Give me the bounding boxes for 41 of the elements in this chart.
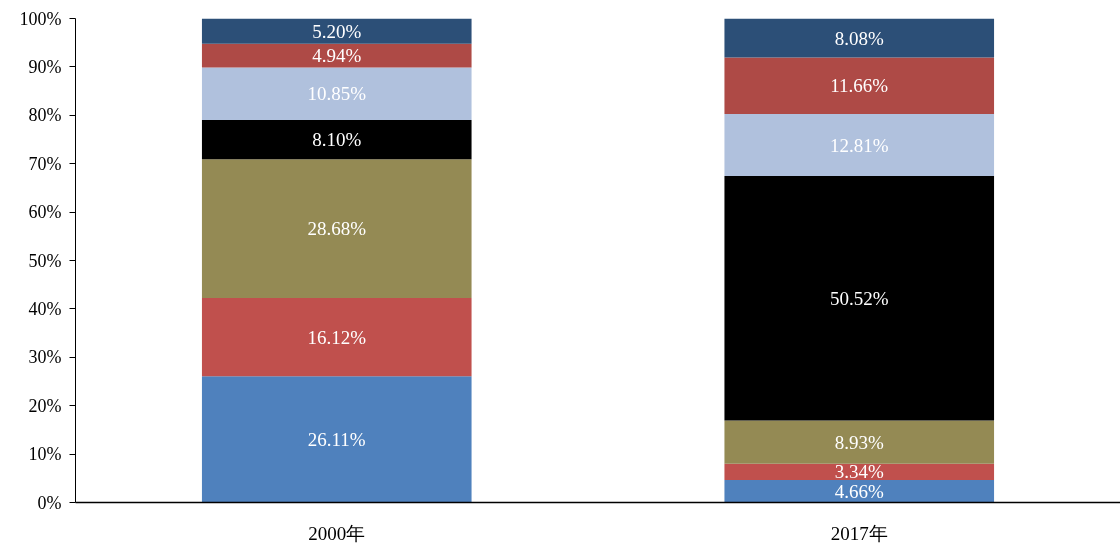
data-label: 4.66% — [834, 480, 884, 502]
data-label: 11.66% — [830, 75, 889, 97]
data-label: 26.11% — [307, 428, 366, 450]
bar — [201, 67, 472, 121]
bar — [724, 18, 995, 58]
bar — [724, 114, 995, 177]
bar — [724, 176, 995, 421]
y-tick-label: 90% — [28, 56, 62, 77]
bar — [201, 376, 472, 503]
data-label: 10.85% — [307, 83, 367, 105]
data-label: 12.81% — [829, 134, 889, 156]
y-tick-label: 40% — [28, 298, 62, 319]
data-label: 50.52% — [829, 287, 889, 309]
x-tick-label: 2000年 — [308, 522, 366, 544]
y-tick-label: 100% — [19, 8, 62, 29]
data-label: 8.08% — [834, 27, 884, 49]
y-tick-label: 60% — [28, 202, 62, 223]
bar — [724, 420, 995, 464]
data-label: 16.12% — [307, 326, 367, 348]
data-label: 5.20% — [312, 20, 362, 42]
bar — [724, 57, 995, 115]
x-tick-label: 2017年 — [830, 522, 888, 544]
data-label: 8.10% — [312, 129, 362, 151]
bar — [724, 479, 995, 503]
data-label: 3.34% — [834, 461, 884, 483]
data-label: 28.68% — [307, 218, 367, 240]
bar — [201, 18, 472, 44]
y-tick-label: 0% — [37, 492, 62, 513]
y-tick-label: 80% — [28, 105, 62, 126]
y-tick-label: 20% — [28, 395, 62, 416]
bar — [201, 120, 472, 160]
y-tick-label: 30% — [28, 347, 62, 368]
bar — [201, 159, 472, 299]
y-tick-label: 70% — [28, 153, 62, 174]
y-tick-label: 50% — [28, 250, 62, 271]
bar — [201, 298, 472, 377]
data-label: 4.94% — [312, 45, 362, 67]
bar — [724, 463, 995, 480]
y-tick-label: 10% — [28, 444, 62, 465]
data-label: 8.93% — [834, 431, 884, 453]
bar — [201, 43, 472, 68]
